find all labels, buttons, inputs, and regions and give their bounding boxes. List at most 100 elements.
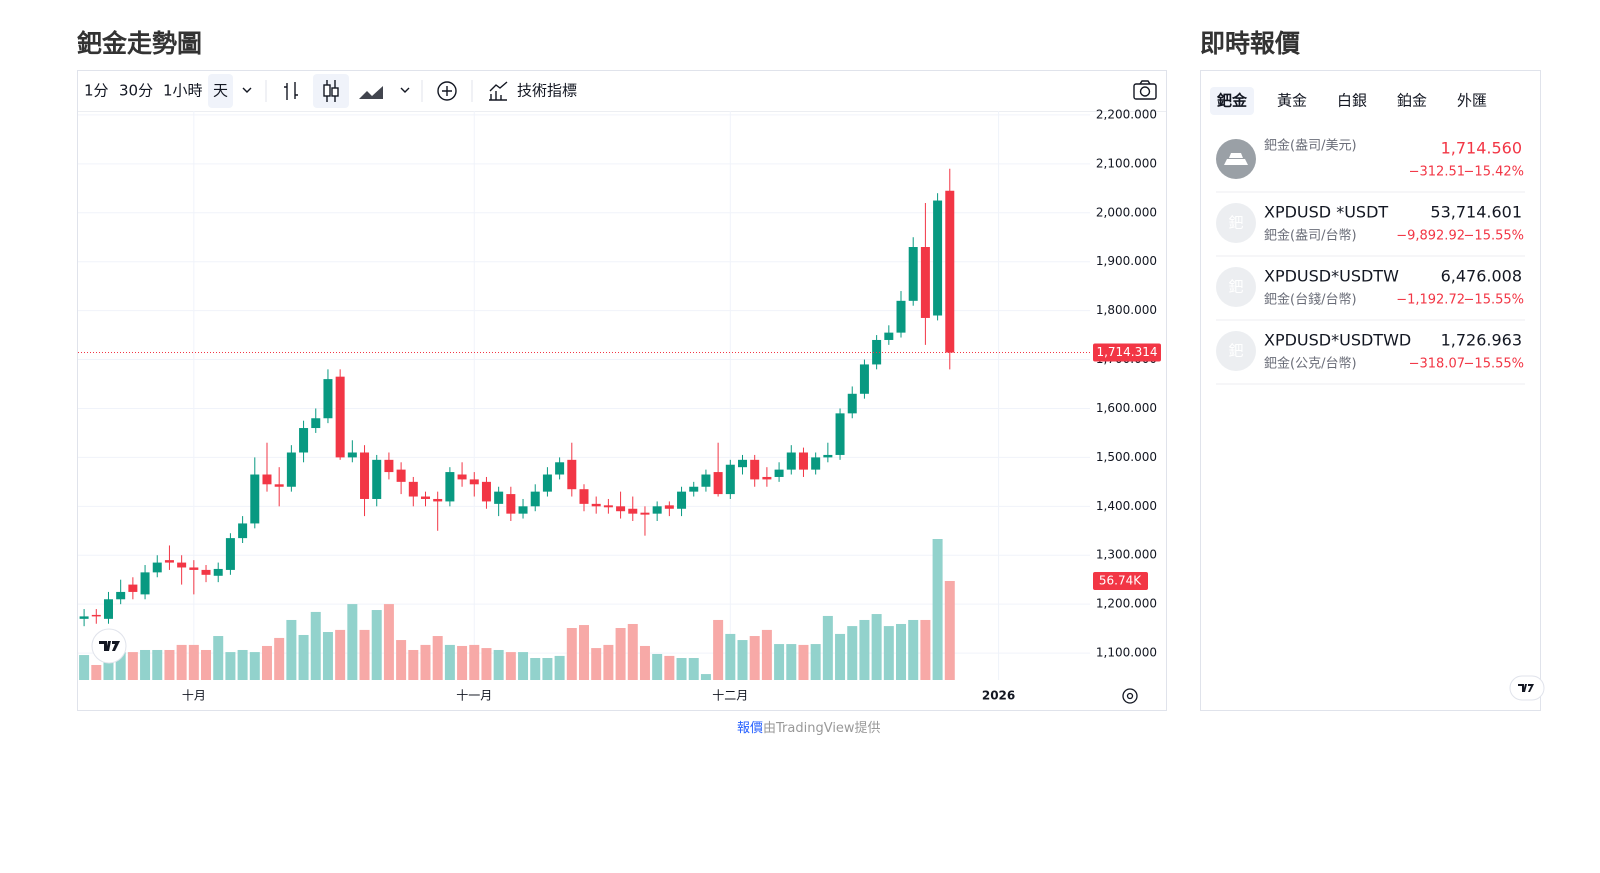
settings-button[interactable] [1122,688,1138,704]
area-style-button[interactable] [359,86,383,99]
quote-change: −9,892.92 [1396,229,1465,244]
compare-button[interactable] [437,81,457,101]
candle-body [616,506,626,512]
candle-body [79,616,89,619]
tab[interactable]: 外匯 [1457,92,1487,110]
volume-bar [383,604,394,680]
candle-body [798,452,808,470]
candle-body [786,452,796,470]
volume-bar [188,644,199,680]
tab[interactable]: 白銀 [1337,92,1367,110]
volume-bar [481,648,492,680]
volume-bar [737,640,748,680]
volume-bar [274,637,285,680]
candles-icon [323,80,339,102]
candle-body [774,469,784,477]
volume-bar [140,649,151,680]
volume-bar [761,629,772,680]
candle-body [347,452,357,458]
quote-name: 鈀金(公克/台幣) [1264,356,1357,372]
candle-body [164,560,174,563]
candles-style-button[interactable] [313,74,349,108]
tradingview-logo [91,628,127,664]
volume-bar [432,636,443,680]
quote-icon [1216,331,1256,371]
provider-link[interactable]: 報價 [737,721,763,736]
volume-bar [676,658,687,680]
volume-bar [652,653,663,680]
interval-button[interactable]: 1小時 [163,82,203,100]
interval-button[interactable]: 1分 [84,82,109,100]
last-price-tag [1093,343,1161,362]
volume-bar [786,644,797,680]
volume-bar [847,626,858,680]
quote-change: −1,192.72 [1396,293,1465,308]
interval-dropdown[interactable] [242,87,252,93]
style-dropdown[interactable] [400,87,410,93]
volume-bar [115,652,126,680]
volume-bar [103,659,114,680]
candle-body [591,503,601,507]
quote-price: 1,714.560 [1441,139,1522,158]
candle-body [286,452,296,487]
candle-body [884,332,894,340]
candle-body [201,569,211,575]
candle-body [189,567,199,570]
gold-bars-icon [1224,153,1248,165]
volume-bar [774,644,785,680]
volume-bar [615,627,626,680]
candle-body [713,472,723,495]
bars-style-button[interactable] [284,82,298,100]
interval-button[interactable]: 天 [213,82,228,100]
volume-bar [603,644,614,680]
volume-bar [127,652,138,680]
candle-body [177,562,187,568]
last-volume-tag [1093,571,1148,590]
volume-bar [261,645,272,680]
quote-symbol[interactable]: XPDUSD*USDTWD [1264,331,1411,350]
volume-bar [91,664,102,680]
volume-bar [688,658,699,680]
quotes-title: 即時報價 [1200,29,1301,58]
candle-body [408,481,418,497]
quote-price: 1,726.963 [1441,331,1522,350]
candle-body [701,474,711,487]
tab[interactable]: 鉑金 [1397,92,1427,110]
indicators-icon [489,81,508,101]
candle-body [360,452,370,499]
indicators-button[interactable]: 技術指標 [517,82,577,100]
candle-body [396,469,406,482]
interval-active-bg [208,74,233,108]
snapshot-button[interactable] [1133,80,1157,100]
candle-body [652,506,662,514]
quote-name: 鈀金(台錢/台幣) [1264,292,1357,308]
tab[interactable]: 黃金 [1277,92,1307,110]
candle-body [103,599,113,619]
x-tick-label: 十二月 [712,689,748,703]
quote-symbol[interactable]: XPDUSD *USDT [1264,203,1388,222]
candle-body [116,591,126,600]
volume-bar [164,649,175,680]
candle-body [847,393,857,414]
candle-body [689,486,699,492]
quote-icon-text: 鈀 [1228,214,1243,232]
volume-bar [152,649,163,680]
volume-bar [944,580,955,680]
candle-body [823,454,833,458]
candle-body [555,462,565,475]
volume-bar [310,611,321,680]
candle-body [250,474,260,524]
volume-bar [359,629,370,680]
volume-bar [859,619,870,680]
quote-symbol[interactable]: XPDUSD*USDTW [1264,267,1399,286]
volume-bar [213,636,224,680]
candle-body [469,479,479,485]
volume-bar [469,644,480,680]
tab[interactable]: 鈀金 [1217,92,1248,110]
y-tick-label: 2,000.000 [1096,205,1157,219]
candle-body [933,200,943,316]
volume-bar [798,644,809,680]
candle-body [506,494,516,514]
interval-button[interactable]: 30分 [119,82,153,100]
